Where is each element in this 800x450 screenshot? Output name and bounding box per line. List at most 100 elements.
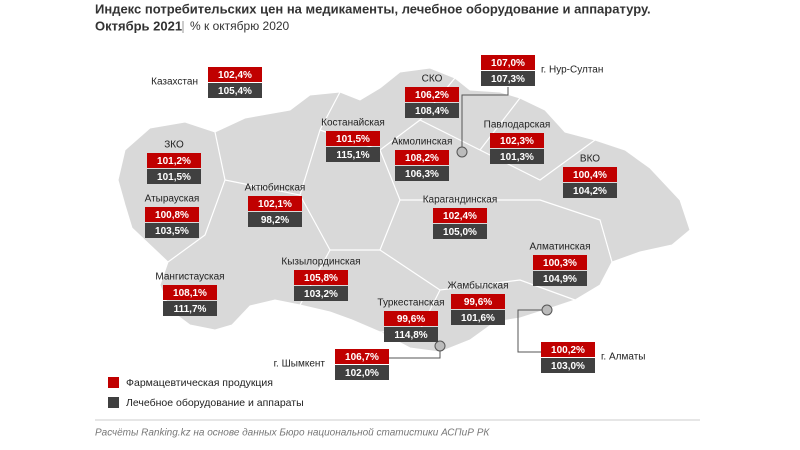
equipment-value: 101,6% [461, 313, 495, 324]
equipment-value: 104,9% [543, 274, 577, 285]
region-name: Костанайская [321, 118, 385, 129]
pharma-box [147, 153, 201, 168]
region-name: Актюбинская [245, 182, 306, 194]
pharma-value: 102,1% [258, 199, 292, 210]
pharma-box [384, 311, 438, 326]
pharma-value: 102,3% [500, 136, 534, 147]
legend-label: Фармацевтическая продукция [126, 377, 273, 389]
pharma-box [248, 196, 302, 211]
equipment-value: 114,8% [394, 330, 427, 341]
date: Октябрь 2021 [95, 18, 182, 33]
pharma-value: 99,6% [464, 297, 492, 308]
pharma-box [405, 87, 459, 102]
equipment-value: 108,4% [415, 106, 449, 117]
pharma-box [533, 255, 587, 270]
pharma-box [451, 294, 505, 309]
region-name: Казахстан [151, 77, 198, 88]
equipment-value: 111,7% [174, 304, 207, 315]
pharma-value: 101,5% [336, 134, 370, 145]
equipment-box [248, 212, 302, 227]
equipment-value: 103,0% [551, 361, 585, 372]
pharma-box [433, 208, 487, 223]
equipment-value: 102,0% [345, 368, 379, 379]
region-name: ЗКО [164, 140, 184, 151]
equipment-box [481, 71, 535, 86]
equipment-box [163, 301, 217, 316]
region-name: Алматинская [530, 242, 591, 253]
region-name: ВКО [580, 154, 600, 165]
pharma-box [541, 342, 595, 357]
pharma-box [563, 167, 617, 182]
pharma-value: 108,1% [173, 288, 207, 299]
pharma-box [326, 131, 380, 146]
equipment-box [541, 358, 595, 373]
pharma-value: 101,2% [157, 156, 191, 167]
equipment-box [294, 286, 348, 301]
pharma-value: 106,7% [345, 352, 379, 363]
equipment-box [533, 271, 587, 286]
pharma-box [481, 55, 535, 70]
pharma-value: 107,0% [491, 58, 525, 69]
equipment-box [433, 224, 487, 239]
region-borders [167, 77, 613, 333]
equipment-box [384, 327, 438, 342]
pharma-value: 99,6% [397, 314, 425, 325]
equipment-box [405, 103, 459, 118]
pharma-box [294, 270, 348, 285]
legend-label: Лечебное оборудование и аппараты [126, 397, 304, 409]
equipment-box [451, 310, 505, 325]
pharma-value: 102,4% [443, 211, 477, 222]
source: Расчёты Ranking.kz на основе данных Бюро… [95, 428, 490, 439]
region-name: Туркестанская [377, 298, 444, 309]
pharma-value: 108,2% [405, 153, 439, 164]
region-name: СКО [422, 74, 443, 85]
equipment-value: 106,3% [405, 169, 439, 180]
pharma-value: 102,4% [218, 70, 252, 81]
legend-swatch [108, 377, 119, 388]
legend-swatch [108, 397, 119, 408]
pharma-value: 100,3% [543, 258, 577, 269]
equipment-value: 105,0% [443, 227, 477, 238]
equipment-value: 115,1% [336, 150, 369, 161]
pharma-box [208, 67, 262, 82]
equipment-value: 101,5% [157, 172, 191, 183]
pharma-value: 100,4% [573, 170, 607, 181]
equipment-value: 104,2% [573, 186, 607, 197]
equipment-value: 103,2% [304, 289, 338, 300]
pharma-box [395, 150, 449, 165]
pharma-box [163, 285, 217, 300]
region-name: Акмолинская [392, 137, 453, 148]
equipment-box [563, 183, 617, 198]
equipment-value: 105,4% [218, 86, 252, 97]
region-name: г. Алматы [601, 352, 645, 363]
region-name: Павлодарская [484, 120, 551, 131]
equipment-box [147, 169, 201, 184]
equipment-box [335, 365, 389, 380]
equipment-value: 98,2% [261, 215, 289, 226]
equipment-value: 103,5% [155, 226, 189, 237]
equipment-value: 101,3% [500, 152, 534, 163]
pharma-value: 100,8% [155, 210, 189, 221]
region-name: г. Нур-Султан [541, 65, 603, 76]
pharma-box [335, 349, 389, 364]
title: Индекс потребительских цен на медикамент… [95, 1, 651, 16]
equipment-box [208, 83, 262, 98]
region-name: Кызылординская [281, 257, 360, 268]
pharma-box [145, 207, 199, 222]
leader-lines [389, 87, 553, 359]
region-name: Карагандинская [423, 195, 498, 206]
note: % к октябрю 2020 [190, 19, 290, 33]
pharma-value: 105,8% [304, 273, 338, 284]
region-name: Мангистауская [155, 272, 224, 283]
equipment-box [326, 147, 380, 162]
region-name: Жамбылская [448, 280, 509, 292]
pharma-value: 106,2% [415, 90, 449, 101]
equipment-box [490, 149, 544, 164]
equipment-box [395, 166, 449, 181]
pharma-box [490, 133, 544, 148]
equipment-box [145, 223, 199, 238]
pharma-value: 100,2% [551, 345, 585, 356]
equipment-value: 107,3% [491, 74, 525, 85]
